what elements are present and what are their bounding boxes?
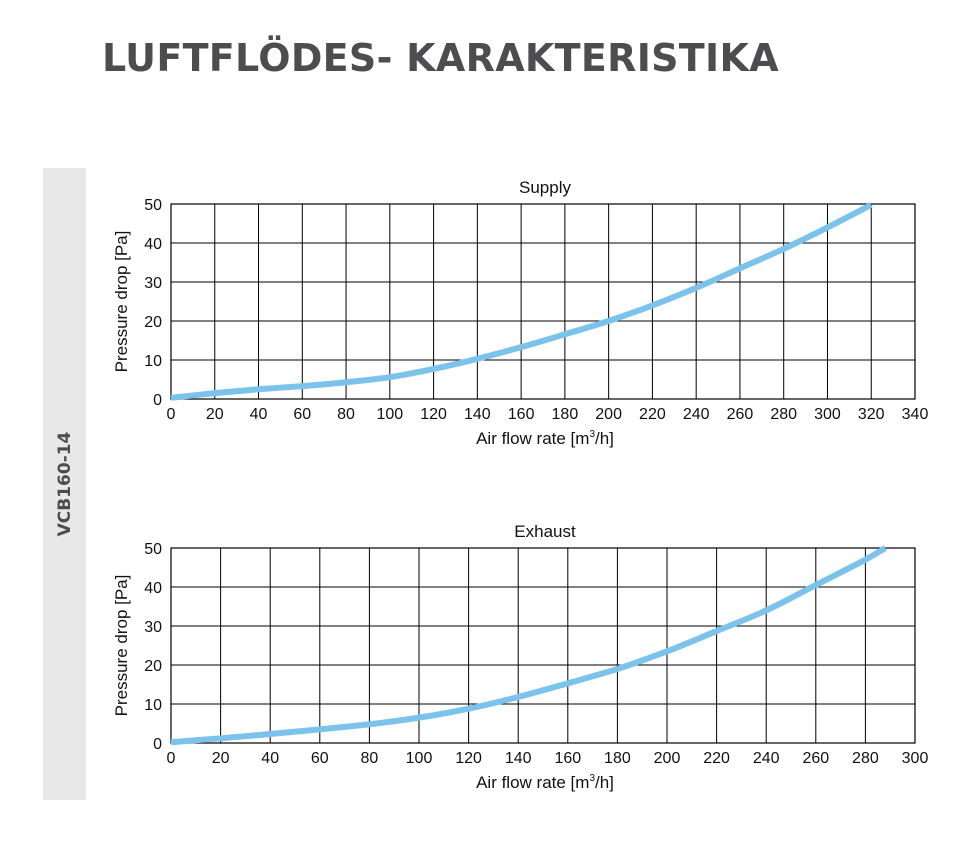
supply-x-tick-label: 160 [508, 406, 535, 423]
supply-x-tick-label: 220 [639, 406, 666, 423]
supply-x-tick-label: 60 [293, 406, 311, 423]
exhaust-plot-frame [170, 547, 916, 744]
exhaust-x-axis-label: Air flow rate [m3/h] [476, 773, 614, 792]
exhaust-x-tick-label: 60 [311, 750, 329, 767]
supply-y-tick-label: 30 [144, 275, 162, 292]
exhaust-x-tick-label: 40 [261, 750, 279, 767]
exhaust-x-tick-label: 220 [703, 750, 730, 767]
supply-x-tick-label: 120 [420, 406, 447, 423]
exhaust-x-tick-label: 140 [505, 750, 532, 767]
exhaust-x-tick-label: 280 [852, 750, 879, 767]
supply-y-tick-label: 20 [144, 314, 162, 331]
supply-x-axis-label: Air flow rate [m3/h] [476, 429, 614, 448]
exhaust-y-tick-label: 30 [144, 619, 162, 636]
exhaust-x-tick-label: 300 [902, 750, 929, 767]
exhaust-y-tick-label: 20 [144, 658, 162, 675]
exhaust-x-tick-label: 260 [802, 750, 829, 767]
exhaust-x-tick-label: 80 [361, 750, 379, 767]
supply-x-tick-label: 180 [552, 406, 579, 423]
supply-x-tick-label: 20 [206, 406, 224, 423]
exhaust-x-tick-label: 100 [406, 750, 433, 767]
supply-x-tick-label: 140 [464, 406, 491, 423]
exhaust-y-tick-label: 10 [144, 697, 162, 714]
supply-x-tick-label: 300 [814, 406, 841, 423]
supply-chart-title: Supply [519, 178, 571, 197]
exhaust-chart-title: Exhaust [514, 522, 576, 541]
exhaust-x-tick-label: 160 [554, 750, 581, 767]
exhaust-y-tick-label: 40 [144, 580, 162, 597]
side-band: VCB160-14 [43, 168, 86, 800]
exhaust-x-tick-label: 0 [167, 750, 176, 767]
supply-plot-frame [170, 203, 916, 400]
supply-grid [170, 203, 916, 400]
exhaust-y-axis-label: Pressure drop [Pa] [112, 575, 131, 717]
supply-x-tick-label: 80 [337, 406, 355, 423]
supply-x-tick-label: 260 [727, 406, 754, 423]
supply-y-tick-label: 40 [144, 236, 162, 253]
supply-x-tick-label: 100 [376, 406, 403, 423]
exhaust-x-tick-label: 120 [455, 750, 482, 767]
exhaust-grid [170, 547, 916, 744]
exhaust-x-tick-label: 240 [753, 750, 780, 767]
exhaust-pressure-curve [170, 545, 887, 746]
supply-x-tick-label: 280 [770, 406, 797, 423]
supply-x-tick-label: 340 [902, 406, 929, 423]
supply-y-tick-label: 0 [153, 392, 162, 409]
page-title: LUFTFLÖDES- KARAKTERISTIKA [102, 36, 779, 80]
supply-x-tick-label: 200 [595, 406, 622, 423]
supply-x-tick-label: 240 [683, 406, 710, 423]
exhaust-x-tick-label: 200 [654, 750, 681, 767]
supply-x-tick-label: 320 [858, 406, 885, 423]
supply-y-tick-label: 50 [144, 197, 162, 214]
supply-chart: 0 20 40 60 80 100 120 140 160 180 200 220 240 260 280 3… [112, 178, 929, 448]
exhaust-y-tick-label: 0 [153, 736, 162, 753]
supply-x-tick-label: 40 [250, 406, 268, 423]
exhaust-x-tick-label: 20 [212, 750, 230, 767]
exhaust-chart: 0 20 40 60 80 100 120 140 160 180 200 220 240 260 280 3… [112, 522, 929, 792]
exhaust-x-tick-label: 180 [604, 750, 631, 767]
supply-y-axis-label: Pressure drop [Pa] [112, 231, 131, 373]
supply-x-tick-label: 0 [167, 406, 176, 423]
supply-pressure-curve [170, 202, 873, 401]
supply-y-tick-label: 10 [144, 353, 162, 370]
exhaust-y-tick-label: 50 [144, 541, 162, 558]
